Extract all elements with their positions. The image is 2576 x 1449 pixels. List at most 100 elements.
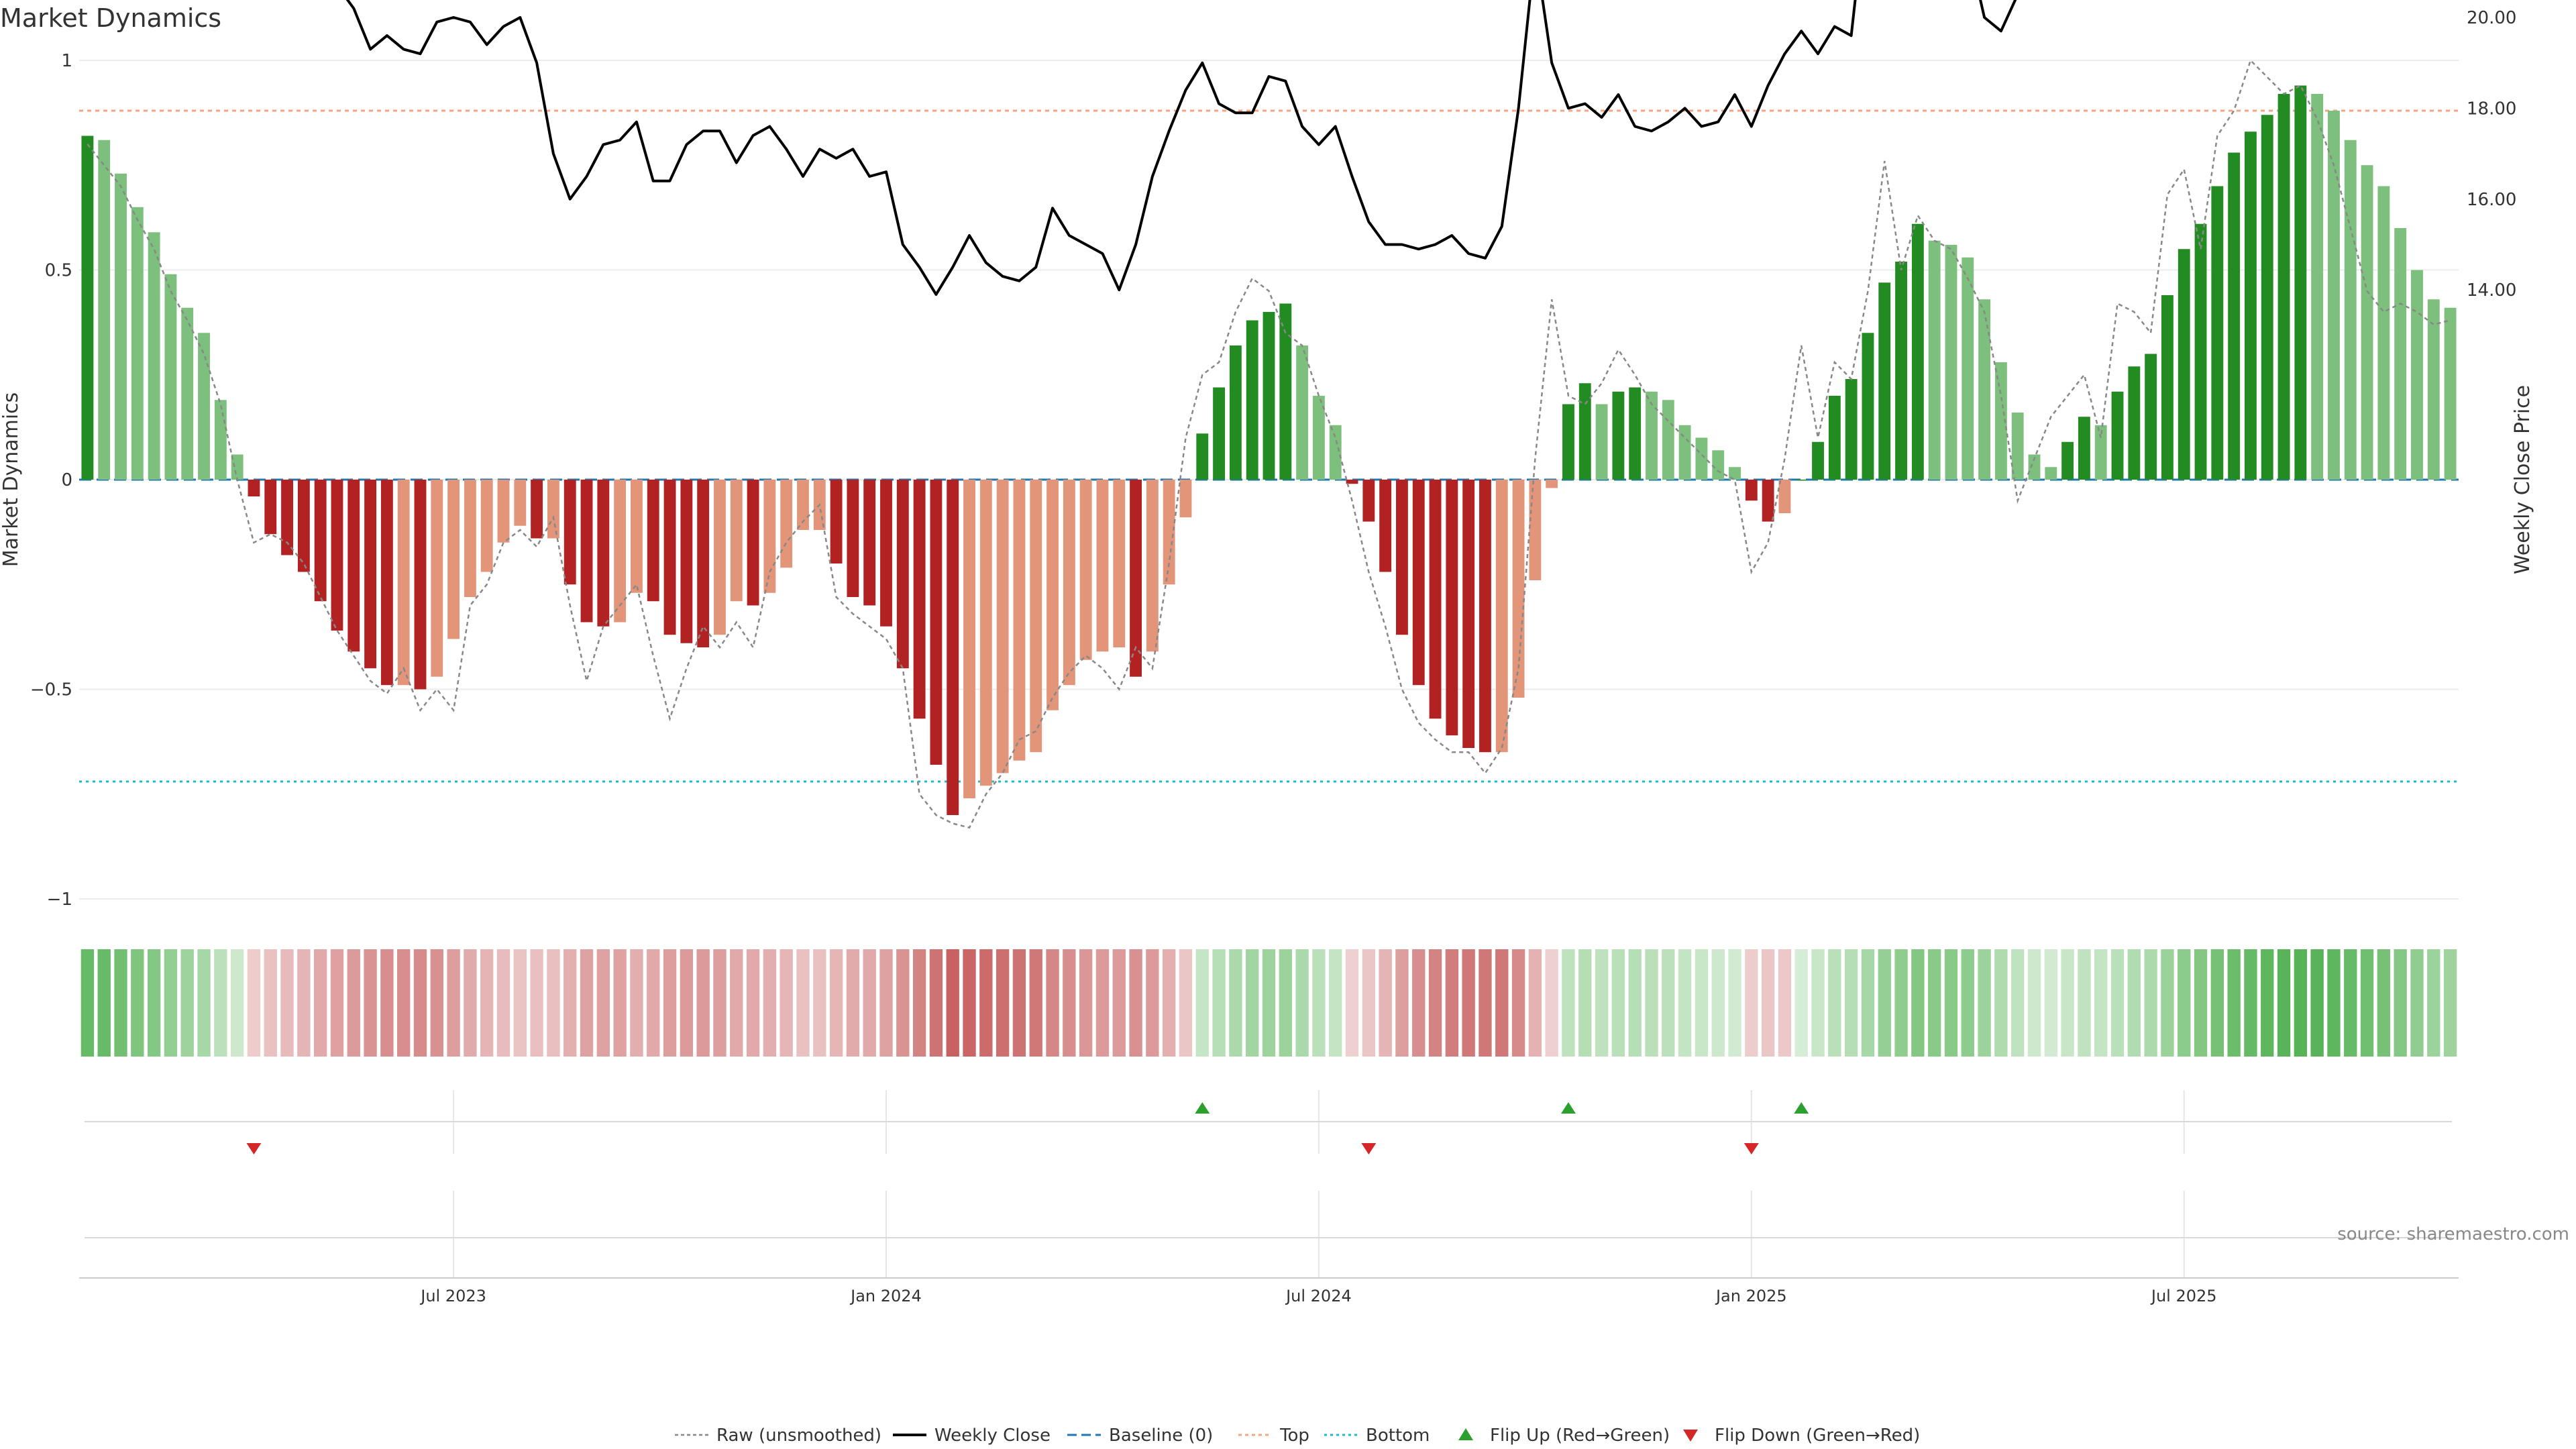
md-bar bbox=[896, 480, 909, 669]
strip-cell bbox=[879, 949, 893, 1057]
x-tick-label: Jul 2025 bbox=[2150, 1287, 2217, 1305]
md-bar bbox=[1962, 257, 1974, 480]
strip-cell bbox=[1079, 949, 1093, 1057]
strip-cell bbox=[1195, 949, 1209, 1057]
flip-up-marker bbox=[1794, 1102, 1809, 1114]
md-bar bbox=[1495, 480, 1508, 753]
strip-cell bbox=[1129, 949, 1142, 1057]
md-bar bbox=[947, 480, 959, 815]
legend-item: Flip Down (Green→Red) bbox=[1683, 1426, 1920, 1446]
md-bar bbox=[1512, 480, 1525, 698]
strip-cell bbox=[214, 949, 227, 1057]
weekly-close-series bbox=[345, 0, 2017, 296]
md-bar bbox=[1229, 345, 1242, 480]
md-bar bbox=[597, 480, 610, 627]
md-bar bbox=[2061, 441, 2074, 480]
md-bar bbox=[1179, 480, 1192, 518]
md-bar bbox=[2394, 228, 2407, 480]
md-bar bbox=[680, 480, 693, 643]
strip-cell bbox=[1246, 949, 1259, 1057]
strip-cell bbox=[979, 949, 993, 1057]
strip-cell bbox=[2327, 949, 2341, 1057]
strip-cell bbox=[1595, 949, 1609, 1057]
strip-cell bbox=[1012, 949, 1026, 1057]
strip-cell bbox=[1362, 949, 1375, 1057]
md-bar bbox=[98, 140, 111, 480]
md-bar bbox=[297, 480, 310, 572]
md-bar bbox=[2111, 391, 2124, 480]
strip-cell bbox=[1961, 949, 1974, 1057]
md-bar bbox=[2194, 223, 2207, 480]
raw-unsmoothed-line bbox=[87, 58, 2451, 829]
md-bar bbox=[2028, 454, 2041, 480]
strip-cell bbox=[1828, 949, 1841, 1057]
strip-cell bbox=[1063, 949, 1076, 1057]
strip-cell bbox=[630, 949, 643, 1057]
legend-label: Weekly Close bbox=[934, 1426, 1051, 1446]
md-bar bbox=[2328, 111, 2340, 480]
legend-label: Flip Down (Green→Red) bbox=[1715, 1426, 1920, 1446]
md-bar bbox=[115, 173, 127, 480]
strip-cell bbox=[1994, 949, 2008, 1057]
strip-cell bbox=[2277, 949, 2291, 1057]
md-bar bbox=[1329, 425, 1342, 480]
md-bar bbox=[2344, 140, 2357, 480]
md-bar bbox=[2094, 425, 2107, 480]
md-bar bbox=[2211, 186, 2224, 480]
strip-cell bbox=[1395, 949, 1409, 1057]
strip-cell bbox=[2210, 949, 2224, 1057]
md-bar bbox=[2277, 94, 2290, 480]
legend-label: Baseline (0) bbox=[1109, 1426, 1213, 1446]
flip-markers-panel bbox=[85, 1102, 2452, 1238]
strip-cell bbox=[1345, 949, 1359, 1057]
x-tick-label: Jul 2023 bbox=[419, 1287, 486, 1305]
strip-cell bbox=[480, 949, 494, 1057]
strip-cell bbox=[2144, 949, 2157, 1057]
md-bar bbox=[181, 307, 194, 480]
strip-cell bbox=[2011, 949, 2025, 1057]
strip-cell bbox=[863, 949, 876, 1057]
strip-cell bbox=[413, 949, 427, 1057]
strip-cell bbox=[1212, 949, 1226, 1057]
strip-cell bbox=[147, 949, 161, 1057]
md-bar bbox=[2361, 165, 2373, 480]
md-bar bbox=[447, 480, 460, 639]
md-bar bbox=[1462, 480, 1475, 748]
strip-cell bbox=[1562, 949, 1575, 1057]
strip-cell bbox=[1295, 949, 1309, 1057]
md-bar bbox=[697, 480, 710, 647]
md-bar bbox=[1379, 480, 1392, 572]
md-bar bbox=[1263, 312, 1275, 480]
md-bar bbox=[231, 454, 244, 480]
strip-cell bbox=[1445, 949, 1459, 1057]
strip-cell bbox=[513, 949, 527, 1057]
chart-title: Market Dynamics bbox=[0, 3, 221, 33]
strip-cell bbox=[2394, 949, 2407, 1057]
md-bar bbox=[1246, 320, 1258, 480]
regime-heat-strip bbox=[80, 949, 2457, 1057]
md-bar bbox=[930, 480, 943, 765]
md-bar bbox=[580, 480, 593, 623]
strip-cell bbox=[364, 949, 377, 1057]
strip-cell bbox=[796, 949, 810, 1057]
md-bar bbox=[1662, 400, 1674, 480]
md-bar bbox=[2045, 467, 2057, 480]
md-bar bbox=[863, 480, 876, 606]
strip-cell bbox=[1894, 949, 1908, 1057]
strip-cell bbox=[1029, 949, 1042, 1057]
md-bar bbox=[1479, 480, 1491, 753]
md-bar bbox=[248, 480, 260, 496]
md-bar bbox=[1994, 362, 2007, 480]
left-tick-label: −0.5 bbox=[30, 680, 72, 700]
strip-cell bbox=[1146, 949, 1159, 1057]
md-bar bbox=[2377, 186, 2390, 480]
md-bar bbox=[397, 480, 410, 686]
strip-cell bbox=[2377, 949, 2391, 1057]
md-bar bbox=[730, 480, 743, 602]
strip-cell bbox=[1095, 949, 1110, 1057]
x-tick-label: Jan 2024 bbox=[849, 1287, 922, 1305]
md-bar bbox=[1795, 480, 1808, 481]
md-bar bbox=[2011, 413, 2024, 480]
md-bar bbox=[847, 480, 859, 597]
